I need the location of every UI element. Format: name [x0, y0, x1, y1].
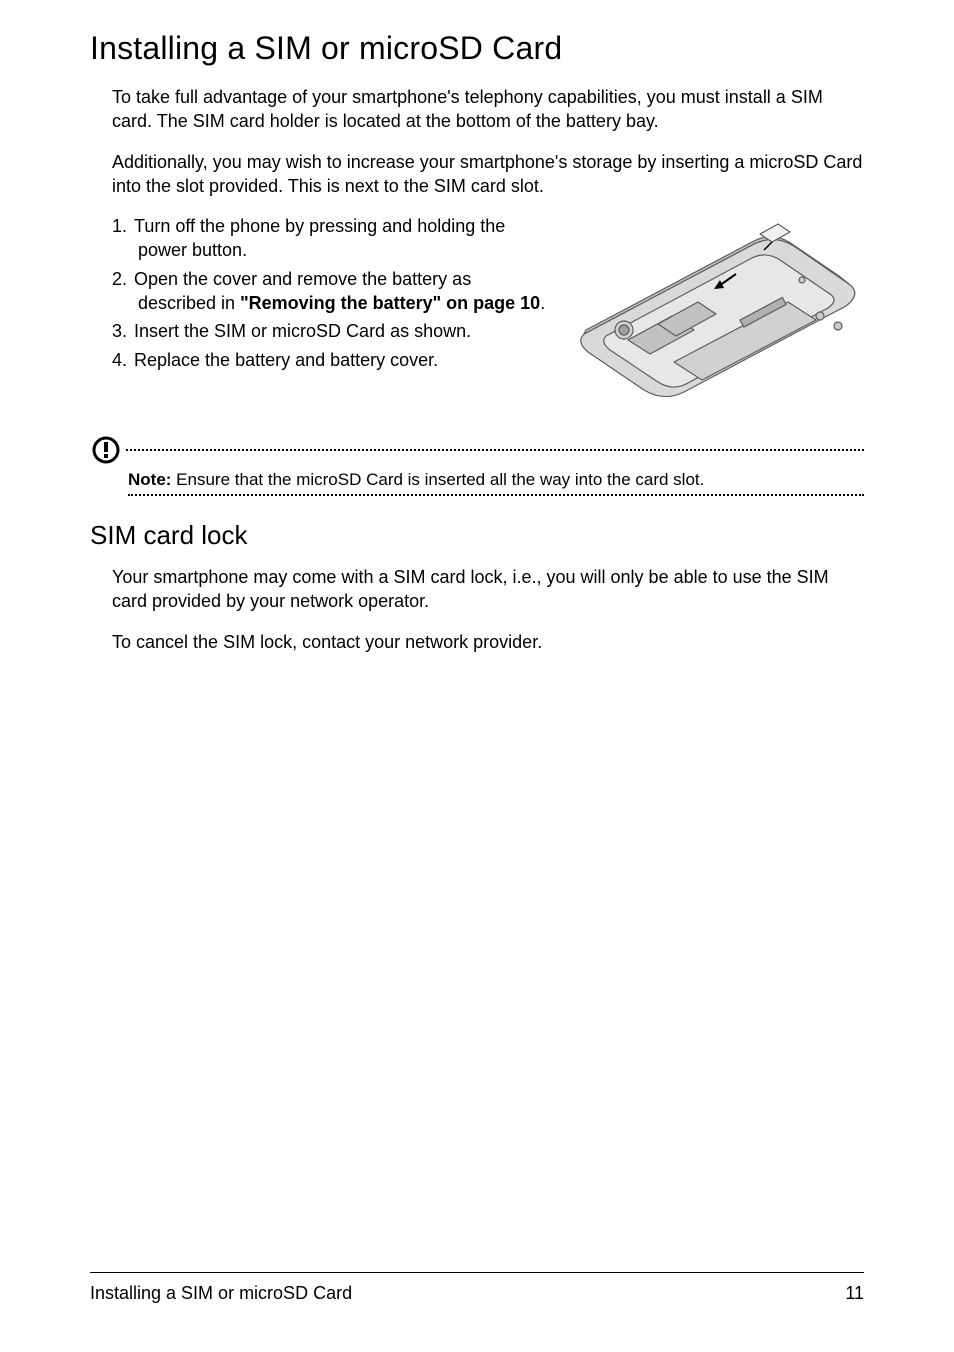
intro-paragraph-2: Additionally, you may wish to increase y…	[112, 150, 864, 199]
page-footer: Installing a SIM or microSD Card 11	[90, 1272, 864, 1304]
note-text: Note: Ensure that the microSD Card is in…	[128, 470, 864, 490]
step-3-text: Insert the SIM or microSD Card as shown.	[134, 321, 471, 341]
alert-icon	[90, 434, 122, 466]
device-illustration	[564, 214, 864, 404]
step-3-num: 3.	[112, 319, 134, 343]
steps-list: 1.Turn off the phone by pressing and hol…	[112, 214, 564, 404]
step-4-text: Replace the battery and battery cover.	[134, 350, 438, 370]
intro-paragraph-1: To take full advantage of your smartphon…	[112, 85, 864, 134]
step-1-num: 1.	[112, 214, 134, 238]
step-2-bold: "Removing the battery" on page 10	[240, 293, 540, 313]
device-figure	[564, 214, 864, 404]
note-label: Note:	[128, 470, 171, 489]
step-2-num: 2.	[112, 267, 134, 291]
page-number: 11	[845, 1283, 864, 1304]
page-title: Installing a SIM or microSD Card	[90, 30, 864, 67]
step-2: 2.Open the cover and remove the battery …	[112, 267, 546, 316]
step-2-post: .	[540, 293, 545, 313]
footer-title: Installing a SIM or microSD Card	[90, 1283, 352, 1304]
step-4-num: 4.	[112, 348, 134, 372]
note-block: Note: Ensure that the microSD Card is in…	[90, 434, 864, 496]
step-1: 1.Turn off the phone by pressing and hol…	[112, 214, 546, 263]
step-4: 4.Replace the battery and battery cover.	[112, 348, 546, 372]
footer-rule	[90, 1272, 864, 1273]
step-1-text: Turn off the phone by pressing and holdi…	[134, 216, 505, 260]
note-top-rule	[126, 449, 864, 451]
note-bottom-rule	[128, 494, 864, 496]
step-3: 3.Insert the SIM or microSD Card as show…	[112, 319, 546, 343]
sim-lock-p1: Your smartphone may come with a SIM card…	[112, 565, 864, 614]
note-body: Ensure that the microSD Card is inserted…	[171, 470, 704, 489]
steps-and-figure: 1.Turn off the phone by pressing and hol…	[112, 214, 864, 404]
sim-lock-p2: To cancel the SIM lock, contact your net…	[112, 630, 864, 654]
sim-lock-heading: SIM card lock	[90, 520, 864, 551]
